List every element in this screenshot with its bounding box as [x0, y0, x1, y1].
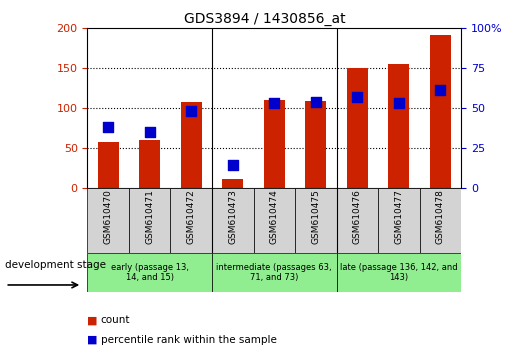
Bar	[212, 253, 337, 292]
Point	[312, 99, 320, 104]
Point	[104, 124, 112, 130]
Text: GSM610478: GSM610478	[436, 190, 445, 245]
Point	[228, 162, 237, 168]
Bar	[388, 64, 409, 188]
Bar	[129, 188, 171, 253]
Text: count: count	[101, 315, 130, 325]
Bar	[305, 101, 326, 188]
Text: GSM610477: GSM610477	[394, 190, 403, 245]
Text: GSM610472: GSM610472	[187, 190, 196, 244]
Text: GSM610470: GSM610470	[104, 190, 113, 245]
Bar	[171, 188, 212, 253]
Bar	[347, 68, 368, 188]
Point	[395, 101, 403, 106]
Text: percentile rank within the sample: percentile rank within the sample	[101, 335, 277, 345]
Bar	[337, 188, 378, 253]
Point	[436, 88, 445, 93]
Bar	[181, 102, 201, 188]
Point	[187, 108, 196, 114]
Bar	[139, 140, 160, 188]
Bar	[212, 188, 253, 253]
Bar	[87, 253, 212, 292]
Text: ■: ■	[87, 315, 101, 325]
Bar	[98, 142, 119, 188]
Text: GSM610476: GSM610476	[353, 190, 362, 245]
Text: GSM610473: GSM610473	[228, 190, 237, 245]
Bar	[223, 179, 243, 188]
Text: GSM610475: GSM610475	[311, 190, 320, 245]
Bar	[430, 35, 450, 188]
Text: development stage: development stage	[5, 261, 107, 270]
Bar	[253, 188, 295, 253]
Bar	[295, 188, 337, 253]
Point	[145, 129, 154, 135]
Text: GSM610471: GSM610471	[145, 190, 154, 245]
Point	[270, 101, 279, 106]
Bar	[337, 253, 461, 292]
Point	[353, 94, 361, 100]
Text: intermediate (passages 63,
71, and 73): intermediate (passages 63, 71, and 73)	[216, 263, 332, 282]
Text: GSM610474: GSM610474	[270, 190, 279, 244]
Text: ■: ■	[87, 335, 101, 345]
Bar	[87, 188, 129, 253]
Text: GDS3894 / 1430856_at: GDS3894 / 1430856_at	[184, 12, 346, 27]
Bar	[264, 100, 285, 188]
Text: early (passage 13,
14, and 15): early (passage 13, 14, and 15)	[111, 263, 189, 282]
Bar	[378, 188, 420, 253]
Bar	[420, 188, 461, 253]
Text: late (passage 136, 142, and
143): late (passage 136, 142, and 143)	[340, 263, 457, 282]
